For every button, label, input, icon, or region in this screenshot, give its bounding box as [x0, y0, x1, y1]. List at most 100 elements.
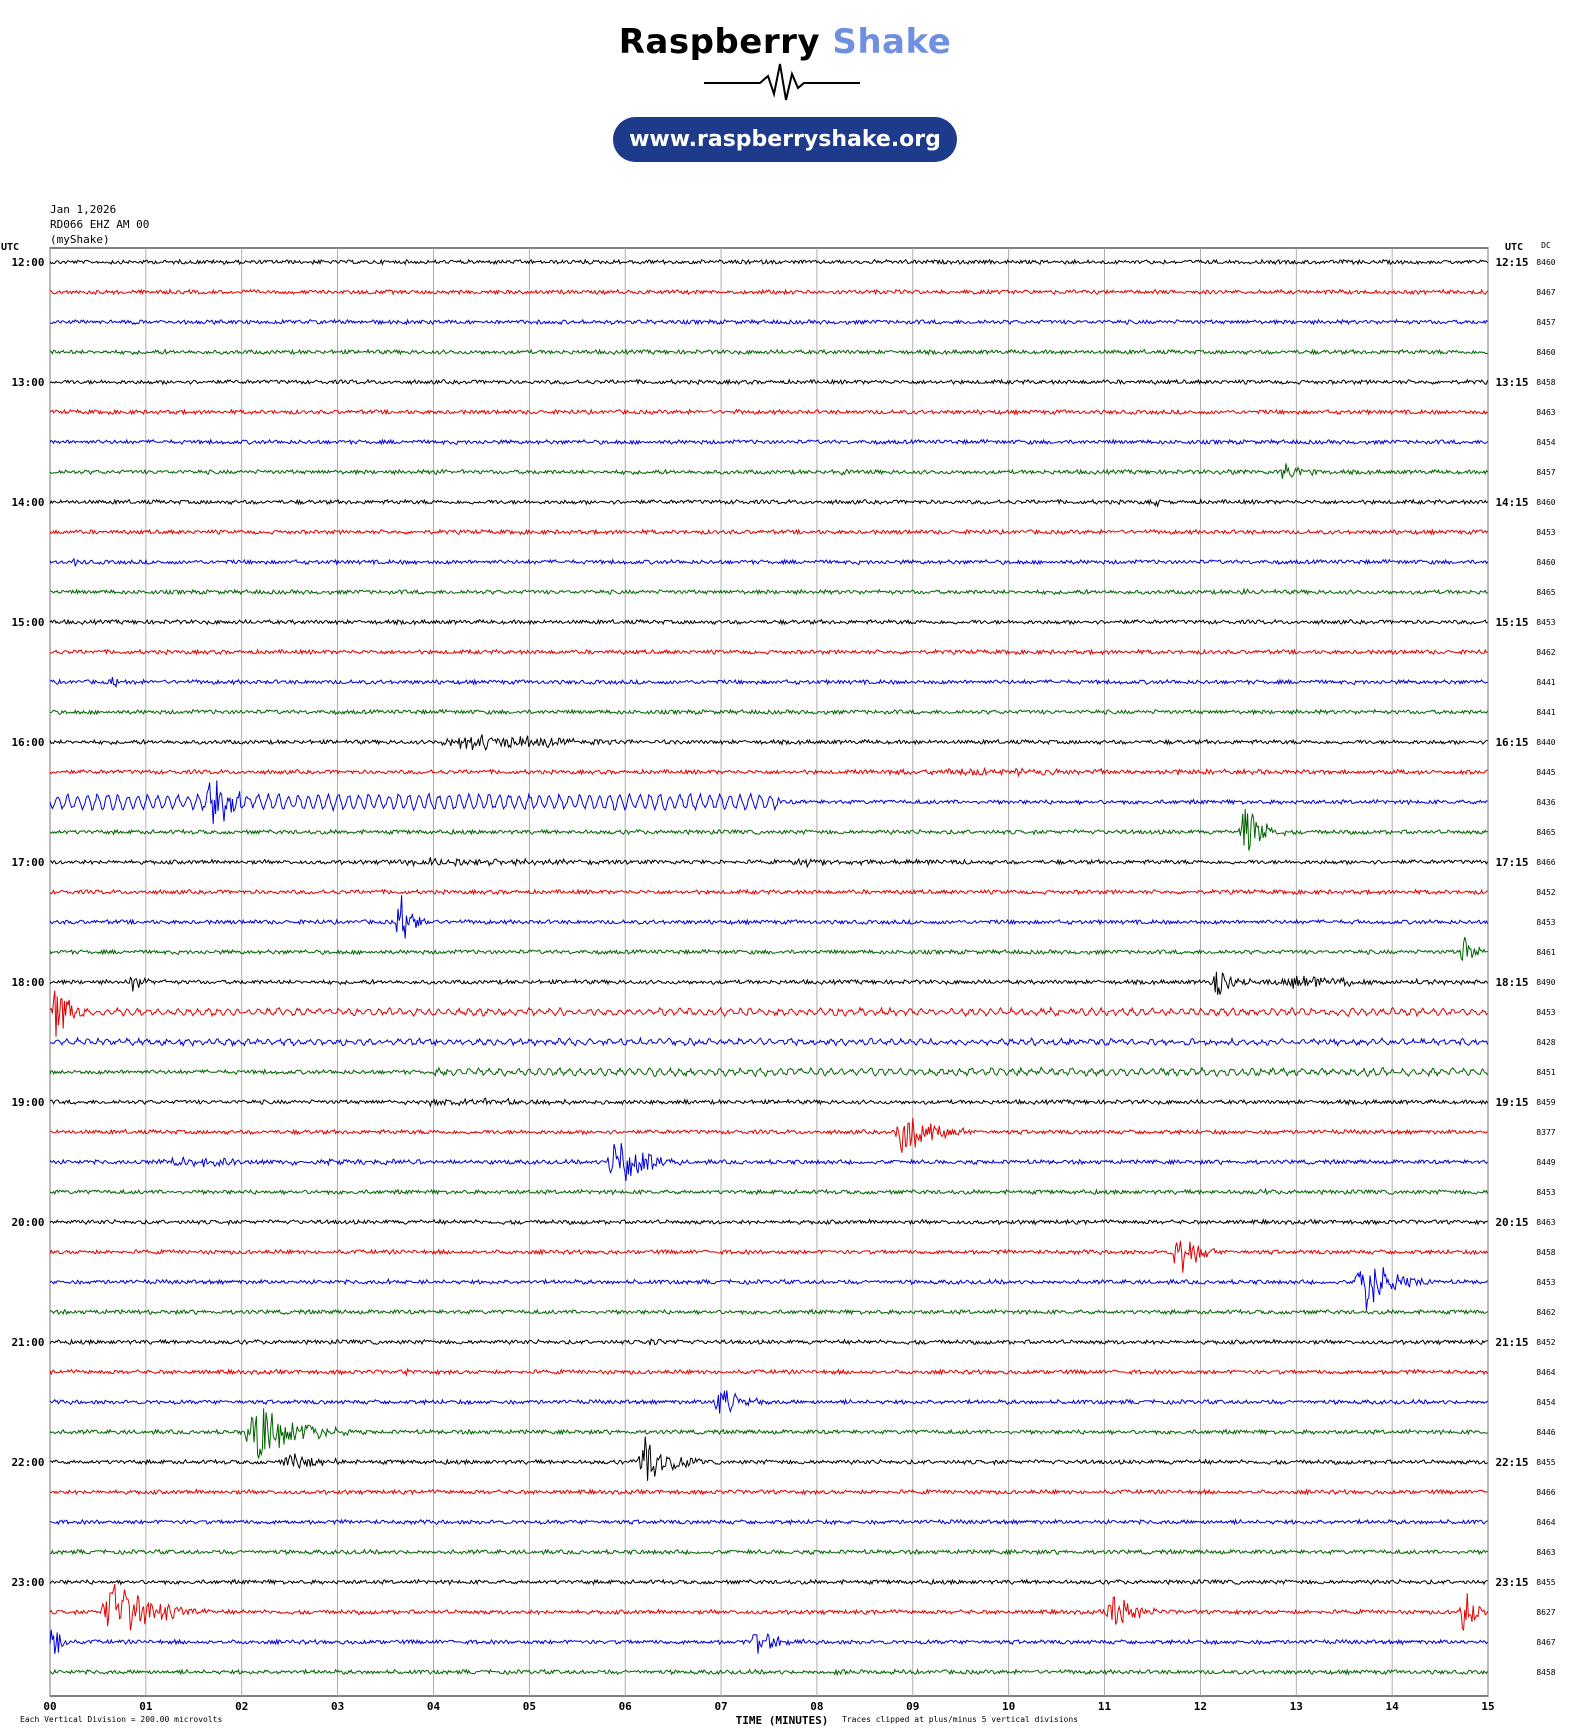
dc-value: 8463 [1536, 1218, 1555, 1227]
seismic-trace [49, 348, 1488, 356]
dc-value: 8627 [1536, 1608, 1555, 1617]
x-tick-label: 00 [43, 1700, 56, 1713]
seismic-trace [50, 1117, 1488, 1153]
seismic-trace [49, 258, 1488, 266]
seismic-trace [49, 438, 1488, 446]
dc-value: 8454 [1536, 1398, 1555, 1407]
seismic-trace [49, 557, 1489, 568]
dc-value: 8445 [1536, 768, 1555, 777]
x-tick-label: 09 [906, 1700, 919, 1713]
seismic-trace [49, 648, 1488, 656]
hour-label-left: 21:00 [11, 1336, 44, 1349]
x-tick-label: 08 [810, 1700, 823, 1713]
seismic-trace [50, 708, 1489, 716]
seismic-trace [49, 1408, 1488, 1459]
dc-value: 8453 [1536, 528, 1555, 537]
seismic-trace [49, 1390, 1488, 1414]
seismic-trace [49, 780, 1488, 824]
dc-value: 8464 [1536, 1368, 1555, 1377]
dc-value: 8440 [1536, 738, 1555, 747]
dc-value: 8453 [1536, 1008, 1555, 1017]
seismic-trace [49, 809, 1488, 851]
seismic-trace [49, 1583, 1489, 1632]
plot-date: Jan 1,2026 [50, 203, 117, 216]
brand-part2: Shake [832, 22, 952, 62]
seismic-trace [49, 1367, 1489, 1377]
seismic-trace [49, 408, 1488, 416]
hour-label-left: 14:00 [11, 496, 44, 509]
dc-value: 8454 [1536, 438, 1555, 447]
dc-value: 8457 [1536, 468, 1555, 477]
seismograph-logo-icon [704, 63, 860, 101]
hour-label-left: 16:00 [11, 736, 44, 749]
dc-value: 8461 [1536, 948, 1555, 957]
x-tick-label: 10 [1002, 1700, 1015, 1713]
x-tick-label: 02 [235, 1700, 248, 1713]
seismic-trace [49, 888, 1488, 896]
seismic-trace [49, 1308, 1488, 1316]
seismic-trace [49, 1668, 1489, 1677]
brand-part1: Raspberry [618, 22, 821, 62]
seismic-trace [49, 734, 1488, 751]
seismic-trace [50, 1036, 1489, 1048]
dc-value: 8467 [1536, 1638, 1555, 1647]
seismic-trace [49, 766, 1488, 778]
hour-label-left: 17:00 [11, 856, 44, 869]
dc-value: 8452 [1536, 888, 1555, 897]
dc-value: 8462 [1536, 1308, 1555, 1317]
x-tick-label: 07 [714, 1700, 727, 1713]
x-tick-label: 11 [1098, 1700, 1112, 1713]
dc-value: 8455 [1536, 1578, 1555, 1587]
hour-label-right: 20:15 [1495, 1216, 1528, 1229]
dc-value: 8449 [1536, 1158, 1555, 1167]
dc-value: 8453 [1536, 1278, 1555, 1287]
x-tick-label: 04 [427, 1700, 441, 1713]
seismic-trace [49, 895, 1489, 939]
seismic-trace [49, 1097, 1489, 1108]
dc-value: 8466 [1536, 1488, 1555, 1497]
hour-label-left: 23:00 [11, 1576, 44, 1589]
utc-left-label: UTC [1, 242, 19, 253]
dc-value: 8466 [1536, 858, 1555, 867]
seismic-trace [49, 318, 1488, 326]
hour-label-left: 15:00 [11, 616, 44, 629]
dc-value: 8490 [1536, 978, 1555, 987]
hour-label-right: 12:15 [1495, 256, 1528, 269]
hour-label-left: 20:00 [11, 1216, 44, 1229]
plot-metadata: Jan 1,2026 RD066 EHZ AM 00 (myShake) [50, 202, 149, 247]
dc-value: 8460 [1536, 348, 1555, 357]
seismic-trace [49, 528, 1488, 536]
seismic-trace [49, 378, 1489, 386]
data-source: (myShake) [50, 233, 110, 246]
dc-value: 8460 [1536, 558, 1555, 567]
seismic-trace [49, 936, 1488, 962]
dc-value: 8459 [1536, 1098, 1555, 1107]
seismic-trace [49, 1518, 1488, 1526]
dc-value: 8452 [1536, 1338, 1555, 1347]
seismic-trace [49, 1218, 1488, 1226]
x-tick-label: 05 [523, 1700, 536, 1713]
dc-value: 8460 [1536, 258, 1555, 267]
dc-value: 8460 [1536, 498, 1555, 507]
dc-value: 8436 [1536, 798, 1555, 807]
seismic-trace [49, 1337, 1488, 1346]
seismic-trace [49, 463, 1488, 479]
seismic-trace [49, 618, 1488, 626]
hour-label-left: 18:00 [11, 976, 44, 989]
hour-label-right: 15:15 [1495, 616, 1528, 629]
seismic-trace [49, 1548, 1488, 1556]
hour-label-left: 22:00 [11, 1456, 44, 1469]
dc-value: 8377 [1536, 1128, 1555, 1137]
dc-value: 8457 [1536, 318, 1555, 327]
seismic-trace [49, 990, 1488, 1037]
seismic-trace [49, 587, 1488, 596]
utc-right-label: UTC [1505, 242, 1523, 253]
footer-scale-note: Each Vertical Division = 200.00 microvol… [20, 1715, 222, 1724]
station-id: RD066 EHZ AM 00 [50, 218, 150, 231]
website-link[interactable]: www.raspberryshake.org [613, 117, 957, 162]
seismic-trace [49, 288, 1488, 296]
dc-value: 8428 [1536, 1038, 1555, 1047]
helicorder-plot: 00 01 02 03 04 05 06 07 08 09 10 11 12 13 14 15 UTC UTC DC… [1, 241, 1556, 1727]
seismic-trace [49, 498, 1488, 508]
x-tick-label: 01 [139, 1700, 153, 1713]
